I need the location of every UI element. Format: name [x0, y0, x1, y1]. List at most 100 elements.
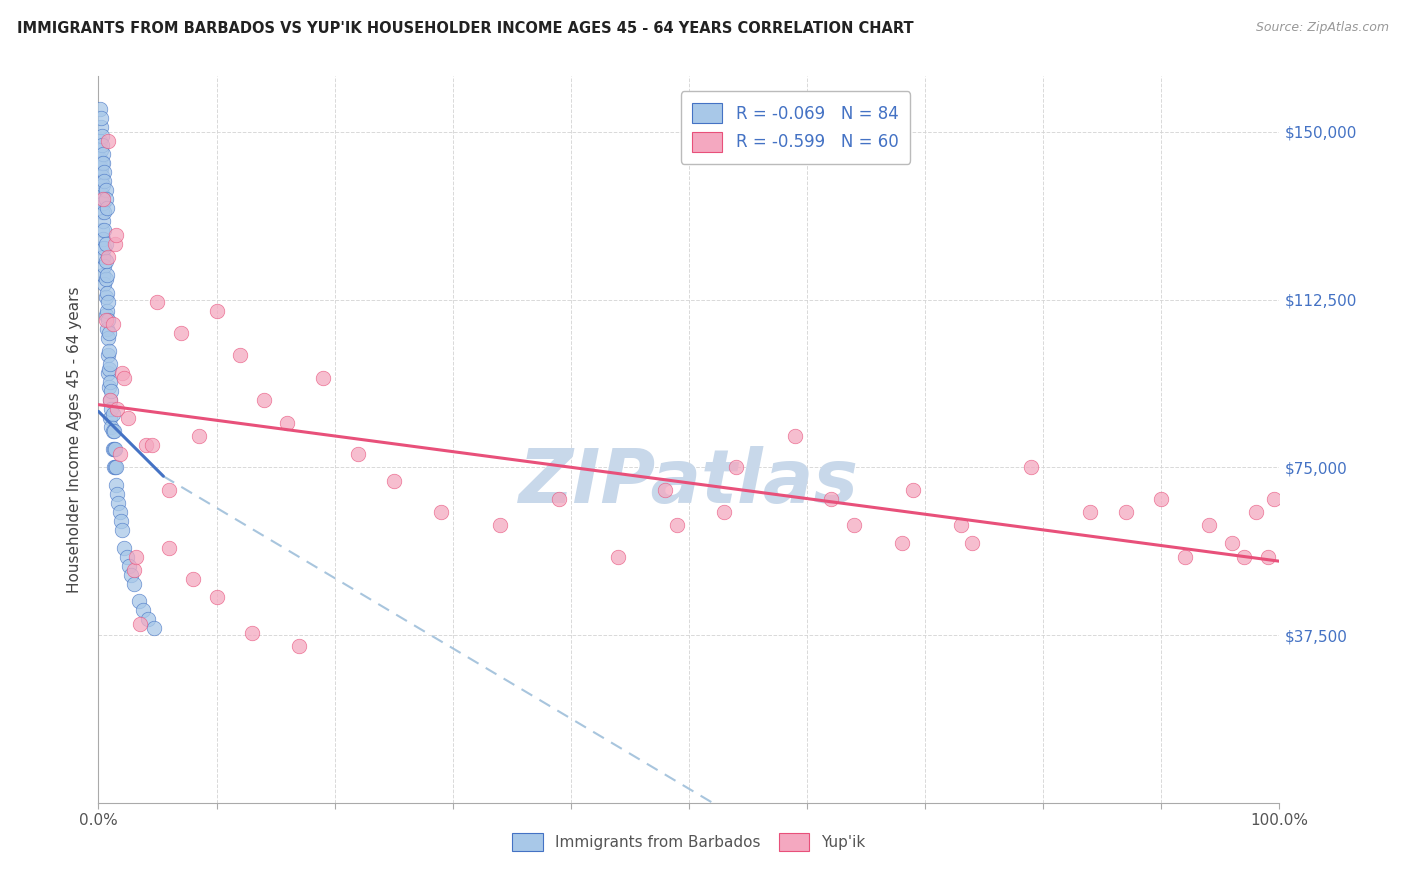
- Point: [105, 478, 128, 492]
- Point: [96, 303, 118, 318]
- Point: [118, 558, 141, 573]
- Point: [100, 402, 122, 417]
- Point: [98, 380, 121, 394]
- Y-axis label: Householder Income Ages 45 - 64 years: Householder Income Ages 45 - 64 years: [67, 286, 83, 592]
- Point: [240, 625, 263, 640]
- Point: [128, 616, 150, 631]
- Point: [122, 576, 145, 591]
- Point: [103, 442, 125, 457]
- Point: [105, 402, 128, 417]
- Point: [100, 384, 122, 399]
- Point: [142, 621, 165, 635]
- Point: [146, 294, 169, 309]
- Point: [111, 523, 134, 537]
- Point: [94, 308, 117, 322]
- Point: [1257, 549, 1279, 564]
- Point: [125, 549, 148, 564]
- Point: [93, 259, 115, 273]
- Point: [136, 612, 159, 626]
- Point: [725, 460, 748, 475]
- Point: [94, 312, 117, 326]
- Point: [607, 549, 630, 564]
- Point: [91, 138, 114, 153]
- Point: [91, 187, 114, 202]
- Point: [820, 491, 842, 506]
- Point: [97, 348, 120, 362]
- Point: [1220, 536, 1243, 550]
- Text: IMMIGRANTS FROM BARBADOS VS YUP'IK HOUSEHOLDER INCOME AGES 45 - 64 YEARS CORRELA: IMMIGRANTS FROM BARBADOS VS YUP'IK HOUSE…: [17, 21, 914, 36]
- Point: [91, 196, 114, 211]
- Point: [1150, 491, 1173, 506]
- Point: [98, 411, 121, 425]
- Point: [90, 112, 112, 126]
- Point: [903, 483, 925, 497]
- Point: [98, 362, 121, 376]
- Point: [104, 460, 127, 475]
- Point: [312, 371, 335, 385]
- Point: [90, 161, 112, 175]
- Point: [112, 371, 135, 385]
- Point: [89, 134, 111, 148]
- Point: [117, 411, 139, 425]
- Point: [93, 174, 115, 188]
- Point: [91, 192, 114, 206]
- Point: [104, 236, 127, 251]
- Point: [187, 429, 209, 443]
- Point: [107, 496, 129, 510]
- Point: [91, 268, 114, 282]
- Point: [101, 317, 124, 331]
- Point: [91, 250, 114, 264]
- Point: [288, 639, 311, 653]
- Point: [108, 505, 131, 519]
- Point: [104, 442, 127, 457]
- Point: [205, 590, 228, 604]
- Point: [110, 514, 132, 528]
- Point: [229, 348, 252, 362]
- Point: [91, 129, 114, 144]
- Point: [96, 285, 118, 300]
- Point: [97, 367, 120, 381]
- Point: [98, 343, 121, 358]
- Point: [141, 438, 163, 452]
- Point: [90, 192, 112, 206]
- Point: [1263, 491, 1285, 506]
- Point: [1021, 460, 1043, 475]
- Point: [1244, 505, 1267, 519]
- Point: [276, 416, 298, 430]
- Point: [91, 156, 114, 170]
- Point: [91, 156, 114, 170]
- Point: [157, 541, 180, 555]
- Point: [98, 326, 121, 340]
- Point: [91, 214, 114, 228]
- Point: [382, 474, 405, 488]
- Point: [93, 241, 115, 255]
- Point: [101, 425, 124, 439]
- Point: [1233, 549, 1256, 564]
- Point: [97, 250, 120, 264]
- Point: [98, 376, 121, 390]
- Point: [666, 518, 689, 533]
- Point: [94, 290, 117, 304]
- Point: [111, 367, 134, 381]
- Point: [94, 192, 117, 206]
- Point: [785, 429, 807, 443]
- Point: [489, 518, 512, 533]
- Point: [170, 326, 193, 340]
- Point: [93, 165, 115, 179]
- Point: [94, 183, 117, 197]
- Point: [97, 330, 120, 344]
- Point: [101, 407, 124, 421]
- Point: [347, 447, 370, 461]
- Point: [90, 143, 112, 157]
- Point: [122, 563, 145, 577]
- Point: [128, 594, 150, 608]
- Point: [101, 442, 124, 457]
- Point: [132, 603, 155, 617]
- Point: [91, 241, 114, 255]
- Point: [115, 549, 138, 564]
- Point: [103, 425, 125, 439]
- Point: [94, 236, 117, 251]
- Point: [181, 572, 204, 586]
- Point: [89, 103, 111, 117]
- Point: [96, 268, 118, 282]
